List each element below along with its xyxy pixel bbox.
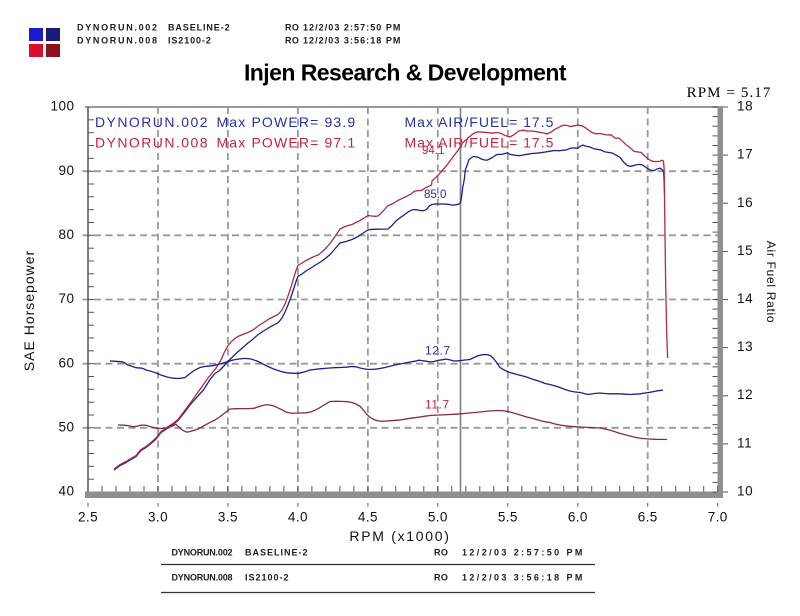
- svg-text:70: 70: [58, 291, 74, 306]
- svg-text:85.0: 85.0: [424, 189, 446, 201]
- svg-text:RO: RO: [434, 548, 448, 558]
- svg-text:BASELINE-2: BASELINE-2: [168, 23, 231, 33]
- svg-text:100: 100: [50, 99, 74, 114]
- svg-text:Max POWER= 97.1: Max POWER= 97.1: [217, 135, 357, 151]
- svg-text:16: 16: [737, 195, 753, 210]
- svg-text:RO: RO: [285, 23, 299, 33]
- svg-text:DYNORUN.002: DYNORUN.002: [95, 114, 209, 130]
- svg-text:RO: RO: [285, 36, 299, 46]
- svg-text:40: 40: [58, 484, 74, 499]
- svg-text:BASELINE-2: BASELINE-2: [245, 548, 309, 558]
- svg-text:11: 11: [737, 435, 752, 450]
- svg-text:IS2100-2: IS2100-2: [168, 36, 212, 46]
- svg-text:Air Fuel Ratio: Air Fuel Ratio: [764, 241, 778, 324]
- svg-text:90: 90: [58, 163, 74, 178]
- svg-text:12/2/03 3:56:18 PM: 12/2/03 3:56:18 PM: [462, 573, 585, 583]
- svg-text:4.0: 4.0: [288, 510, 308, 525]
- svg-text:6.0: 6.0: [568, 510, 588, 525]
- svg-text:60: 60: [58, 355, 74, 370]
- svg-text:13: 13: [737, 339, 753, 354]
- svg-text:6.5: 6.5: [638, 510, 658, 525]
- svg-text:IS2100-2: IS2100-2: [245, 573, 290, 583]
- svg-text:Max AIR/FUEL= 17.5: Max AIR/FUEL= 17.5: [405, 135, 555, 151]
- svg-text:DYNORUN.008: DYNORUN.008: [95, 135, 209, 151]
- svg-text:DYNORUN.008: DYNORUN.008: [172, 573, 233, 583]
- svg-text:5.5: 5.5: [498, 510, 518, 525]
- svg-text:12: 12: [737, 387, 753, 402]
- svg-text:RPM = 5.17: RPM = 5.17: [687, 85, 772, 101]
- svg-text:Max POWER= 93.9: Max POWER= 93.9: [217, 114, 357, 130]
- svg-text:3.0: 3.0: [148, 510, 168, 525]
- svg-text:Injen Research & Development: Injen Research & Development: [244, 60, 567, 86]
- svg-text:50: 50: [58, 419, 74, 434]
- svg-text:7.0: 7.0: [708, 510, 728, 525]
- svg-text:12/2/03 2:57:50 PM: 12/2/03 2:57:50 PM: [462, 548, 585, 558]
- svg-text:RPM (x1000): RPM (x1000): [349, 528, 450, 544]
- svg-text:12.7: 12.7: [425, 344, 451, 358]
- svg-text:SAE Horsepower: SAE Horsepower: [21, 250, 37, 371]
- svg-text:Max AIR/FUEL= 17.5: Max AIR/FUEL= 17.5: [405, 114, 555, 130]
- svg-text:4.5: 4.5: [358, 510, 378, 525]
- svg-text:DYNORUN.002: DYNORUN.002: [172, 548, 233, 558]
- svg-text:DYNORUN.002: DYNORUN.002: [77, 23, 159, 33]
- svg-text:94.1: 94.1: [422, 145, 444, 157]
- svg-text:RO: RO: [434, 573, 448, 583]
- svg-text:5.0: 5.0: [428, 510, 448, 525]
- svg-text:2.5: 2.5: [78, 510, 98, 525]
- svg-text:14: 14: [737, 291, 753, 306]
- svg-text:12/2/03 2:57:50 PM: 12/2/03 2:57:50 PM: [303, 23, 401, 33]
- svg-text:80: 80: [58, 227, 74, 242]
- svg-text:17: 17: [737, 147, 753, 162]
- svg-text:11.7: 11.7: [425, 398, 450, 412]
- svg-text:12/2/03 3:56:18 PM: 12/2/03 3:56:18 PM: [303, 36, 401, 46]
- svg-text:10: 10: [737, 484, 753, 499]
- svg-text:3.5: 3.5: [218, 510, 238, 525]
- svg-text:15: 15: [737, 243, 753, 258]
- svg-text:18: 18: [737, 99, 753, 114]
- svg-text:DYNORUN.008: DYNORUN.008: [77, 36, 159, 46]
